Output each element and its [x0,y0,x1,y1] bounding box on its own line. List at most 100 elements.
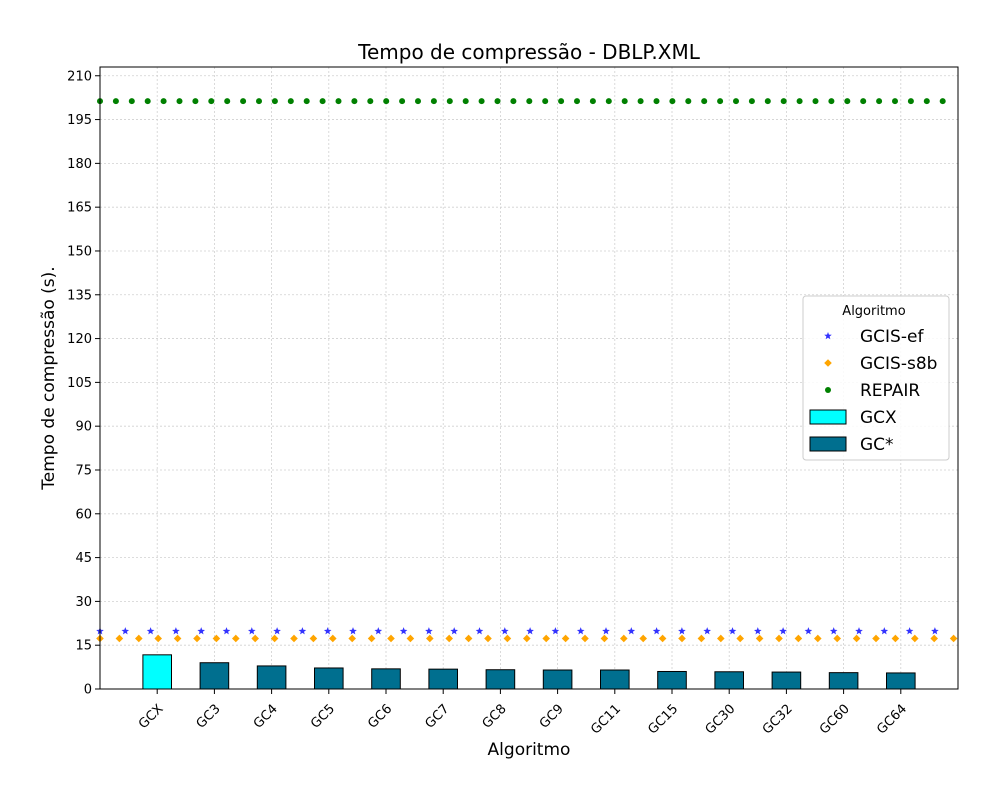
marker-repair [351,98,358,105]
marker-gcis-s8b [794,634,803,643]
bars [142,654,916,690]
y-tick-label: 150 [67,244,92,259]
y-tick-label: 180 [67,157,92,172]
marker-repair [224,98,231,105]
marker-repair [462,98,469,105]
marker-gcis-s8b [891,634,900,643]
marker-gcis-ef [754,627,762,635]
marker-repair [367,98,374,105]
marker-gcis-ef [602,627,610,635]
marker-gcis-ef [905,627,914,635]
marker-repair [335,98,342,105]
marker-gcis-ef [475,627,484,635]
y-tick-label: 0 [84,683,92,698]
marker-repair [192,98,199,105]
bar-gc11 [600,669,630,690]
marker-gcis-s8b [406,634,415,643]
marker-gcis-s8b [930,634,938,643]
marker-repair [669,98,676,105]
marker-gcis-ef [652,627,661,635]
marker-gcis-ef [703,627,711,635]
x-axis: GCX GC3 GC4 GC5 GC6 GC7 GC8 GC9 GC11 GC15 GC30 GC32… [136,689,910,738]
x-tick-label: GC30 [703,702,739,738]
marker-repair [287,98,294,105]
marker-repair [621,98,628,105]
y-tick-label: 105 [67,376,92,391]
marker-repair [828,98,835,105]
y-tick-label: 135 [67,288,92,303]
marker-gcis-ef [931,627,939,635]
marker-gcis-s8b [775,634,783,643]
marker-gcis-ef [222,627,231,635]
marker-repair [685,98,692,105]
marker-repair [748,98,755,105]
marker-repair [271,98,278,105]
marker-gcis-ef [450,627,458,635]
marker-gcis-ef [779,627,787,635]
marker-gcis-s8b [852,634,861,643]
legend-swatch-gcx [809,409,847,425]
y-tick-label: 60 [75,507,92,522]
x-tick-label: GC9 [537,702,567,732]
marker-repair [812,98,819,105]
marker-gcis-ef [172,627,180,635]
marker-repair [383,98,390,105]
marker-gcis-ef [273,627,281,635]
marker-gcis-ef [121,627,130,635]
y-tick-label: 15 [75,639,92,654]
marker-gcis-s8b [270,634,279,643]
legend-marker-gcis-ef [824,332,832,340]
marker-gcis-s8b [251,634,259,643]
marker-gcis-s8b [717,634,725,643]
chart-title: Tempo de compressão - DBLP.XML [357,40,701,64]
legend-swatch-gc* [809,436,847,452]
bar-gc64 [886,672,916,690]
marker-repair [733,98,739,105]
marker-gcis-ef [551,627,560,635]
legend-entry-label: GCX [860,408,897,428]
marker-repair [510,98,517,105]
legend: Algoritmo GCIS-ef GCIS-s8b REPAIR GCX GC* [802,295,950,461]
marker-repair [128,98,135,105]
marker-gcis-s8b [193,634,201,643]
x-tick-label: GC64 [874,702,910,738]
marker-gcis-s8b [290,634,298,643]
marker-repair [717,98,724,105]
marker-gcis-s8b [911,634,919,643]
marker-gcis-s8b [697,634,706,643]
marker-gcis-s8b [542,634,550,643]
marker-repair [844,98,851,105]
y-tick-label: 30 [75,595,92,610]
x-tick-label: GC32 [760,702,796,738]
marker-gcis-ef [298,627,307,635]
x-axis-label: Algoritmo [488,740,571,760]
marker-repair [876,98,883,105]
marker-repair [892,98,898,105]
marker-gcis-s8b [581,634,589,643]
y-axis: 0 15 30 45 60 75 90 105 120 135 150 165 180 195 210 [67,69,100,698]
marker-repair [637,98,644,105]
x-tick-label: GC8 [480,702,510,732]
marker-repair [319,98,326,105]
bar-gcx [142,654,172,690]
x-tick-label: GC6 [365,702,395,732]
bar-gc4 [256,665,287,690]
marker-gcis-s8b [561,634,570,643]
marker-repair [558,98,565,105]
marker-gcis-s8b [173,634,182,643]
marker-gcis-s8b [232,634,240,643]
marker-gcis-s8b [639,634,647,643]
series-gcis-s8b-markers [96,634,958,643]
legend-marker-gcis-s8b [824,359,832,367]
bar-gc32 [771,671,802,690]
marker-repair [923,98,930,105]
marker-gcis-ef [804,627,813,635]
reference-markers [96,98,958,643]
marker-repair [939,98,946,105]
marker-gcis-s8b [426,634,434,643]
marker-gcis-s8b [154,634,162,643]
x-tick-label: GC15 [645,702,681,738]
marker-repair [176,98,183,105]
x-tick-label: GC5 [308,702,338,732]
